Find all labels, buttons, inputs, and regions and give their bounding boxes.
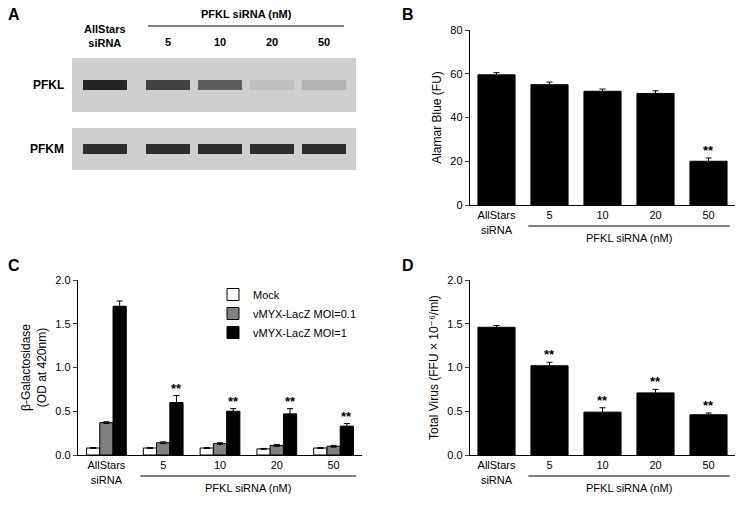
svg-text:5: 5 <box>546 209 552 221</box>
svg-text:AllStarssiRNA: AllStarssiRNA <box>478 459 516 485</box>
svg-text:PFKM: PFKM <box>30 142 64 156</box>
svg-text:**: ** <box>285 394 296 409</box>
svg-text:1.0: 1.0 <box>447 361 462 373</box>
svg-text:50: 50 <box>702 459 714 471</box>
svg-text:AllStarssiRNA: AllStarssiRNA <box>87 459 125 485</box>
svg-text:50: 50 <box>318 36 330 48</box>
svg-text:50: 50 <box>327 459 339 471</box>
svg-text:20: 20 <box>649 209 661 221</box>
svg-text:PFKL: PFKL <box>33 78 64 92</box>
svg-text:**: ** <box>228 394 239 409</box>
svg-text:10: 10 <box>596 459 608 471</box>
svg-text:**: ** <box>544 347 555 362</box>
svg-text:0: 0 <box>456 199 462 211</box>
svg-text:10: 10 <box>596 209 608 221</box>
svg-text:20: 20 <box>271 459 283 471</box>
svg-text:10: 10 <box>214 36 226 48</box>
svg-text:20: 20 <box>450 155 462 167</box>
svg-text:**: ** <box>341 409 352 424</box>
svg-text:80: 80 <box>450 24 462 36</box>
svg-text:A: A <box>8 6 20 23</box>
svg-text:PFKL siRNA (nM): PFKL siRNA (nM) <box>201 8 292 20</box>
svg-text:60: 60 <box>450 68 462 80</box>
svg-text:Alamar Blue (FU): Alamar Blue (FU) <box>430 71 444 164</box>
svg-text:Total Virus (FFU × 10⁻⁶/ml): Total Virus (FFU × 10⁻⁶/ml) <box>427 295 441 440</box>
svg-text:vMYX-LacZ MOI=0.1: vMYX-LacZ MOI=0.1 <box>253 308 356 320</box>
svg-text:**: ** <box>597 393 608 408</box>
svg-text:20: 20 <box>266 36 278 48</box>
svg-text:PFKL siRNA (nM): PFKL siRNA (nM) <box>586 232 672 244</box>
svg-text:**: ** <box>650 374 661 389</box>
svg-text:1.5: 1.5 <box>447 318 462 330</box>
svg-text:10: 10 <box>214 459 226 471</box>
svg-text:5: 5 <box>546 459 552 471</box>
svg-text:**: ** <box>703 143 714 158</box>
svg-text:2.0: 2.0 <box>55 274 70 286</box>
svg-text:β-Galactosidase(OD at 420nm): β-Galactosidase(OD at 420nm) <box>19 324 49 411</box>
svg-text:AllStarssiRNA: AllStarssiRNA <box>478 209 516 235</box>
svg-text:5: 5 <box>165 36 171 48</box>
svg-text:0.5: 0.5 <box>447 405 462 417</box>
svg-text:1.0: 1.0 <box>55 361 70 373</box>
svg-text:1.5: 1.5 <box>55 318 70 330</box>
svg-text:2.0: 2.0 <box>447 274 462 286</box>
svg-text:5: 5 <box>160 459 166 471</box>
svg-text:20: 20 <box>649 459 661 471</box>
svg-text:B: B <box>402 6 414 23</box>
svg-text:40: 40 <box>450 111 462 123</box>
svg-text:**: ** <box>703 398 714 413</box>
svg-text:0.0: 0.0 <box>55 449 70 461</box>
svg-text:D: D <box>402 257 414 274</box>
svg-text:PFKL siRNA (nM): PFKL siRNA (nM) <box>586 482 672 494</box>
svg-text:PFKL siRNA (nM): PFKL siRNA (nM) <box>205 482 291 494</box>
svg-text:0.5: 0.5 <box>55 405 70 417</box>
svg-text:0.0: 0.0 <box>447 449 462 461</box>
svg-text:vMYX-LacZ MOI=1: vMYX-LacZ MOI=1 <box>253 327 347 339</box>
svg-text:Mock: Mock <box>253 289 280 301</box>
svg-text:AllStarssiRNA: AllStarssiRNA <box>84 23 126 49</box>
svg-text:50: 50 <box>702 209 714 221</box>
svg-text:C: C <box>8 257 20 274</box>
svg-text:**: ** <box>171 381 182 396</box>
